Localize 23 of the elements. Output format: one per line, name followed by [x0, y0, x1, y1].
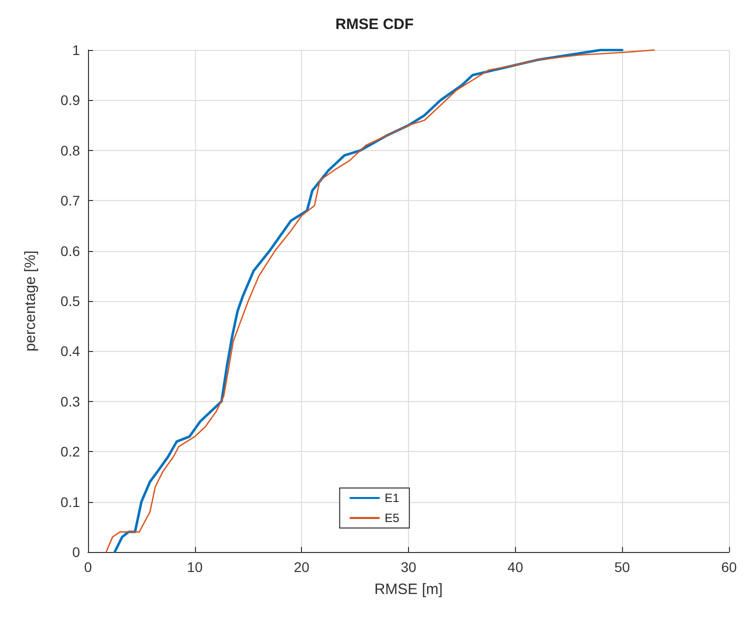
y-tick-label: 0.5	[60, 293, 80, 309]
x-axis-title: RMSE [m]	[374, 581, 443, 598]
x-tick-label: 50	[614, 559, 630, 575]
y-tick-label: 0.6	[60, 242, 80, 259]
y-tick-label: 0.7	[60, 192, 80, 209]
legend-label: E1	[384, 491, 400, 505]
x-tick-label: 10	[187, 559, 203, 575]
y-tick-label: 0.1	[60, 494, 80, 510]
y-axis-title: percentage [%]	[22, 250, 39, 352]
y-tick-label: 0.3	[60, 393, 80, 410]
y-tick-label: 0	[72, 544, 80, 560]
y-tick-label: 0.4	[60, 343, 80, 360]
y-tick-label: 1	[72, 42, 80, 58]
y-tick-label: 0.9	[60, 92, 80, 108]
legend-label: E5	[384, 511, 400, 525]
x-tick-label: 60	[721, 559, 737, 575]
x-tick-label: 0	[84, 559, 92, 575]
x-tick-label: 30	[400, 559, 416, 575]
y-tick-label: 0.2	[60, 444, 80, 460]
x-tick-label: 20	[294, 559, 310, 575]
y-tick-label: 0.8	[60, 142, 80, 158]
chart-title: RMSE CDF	[335, 16, 414, 33]
x-tick-label: 40	[508, 559, 524, 575]
